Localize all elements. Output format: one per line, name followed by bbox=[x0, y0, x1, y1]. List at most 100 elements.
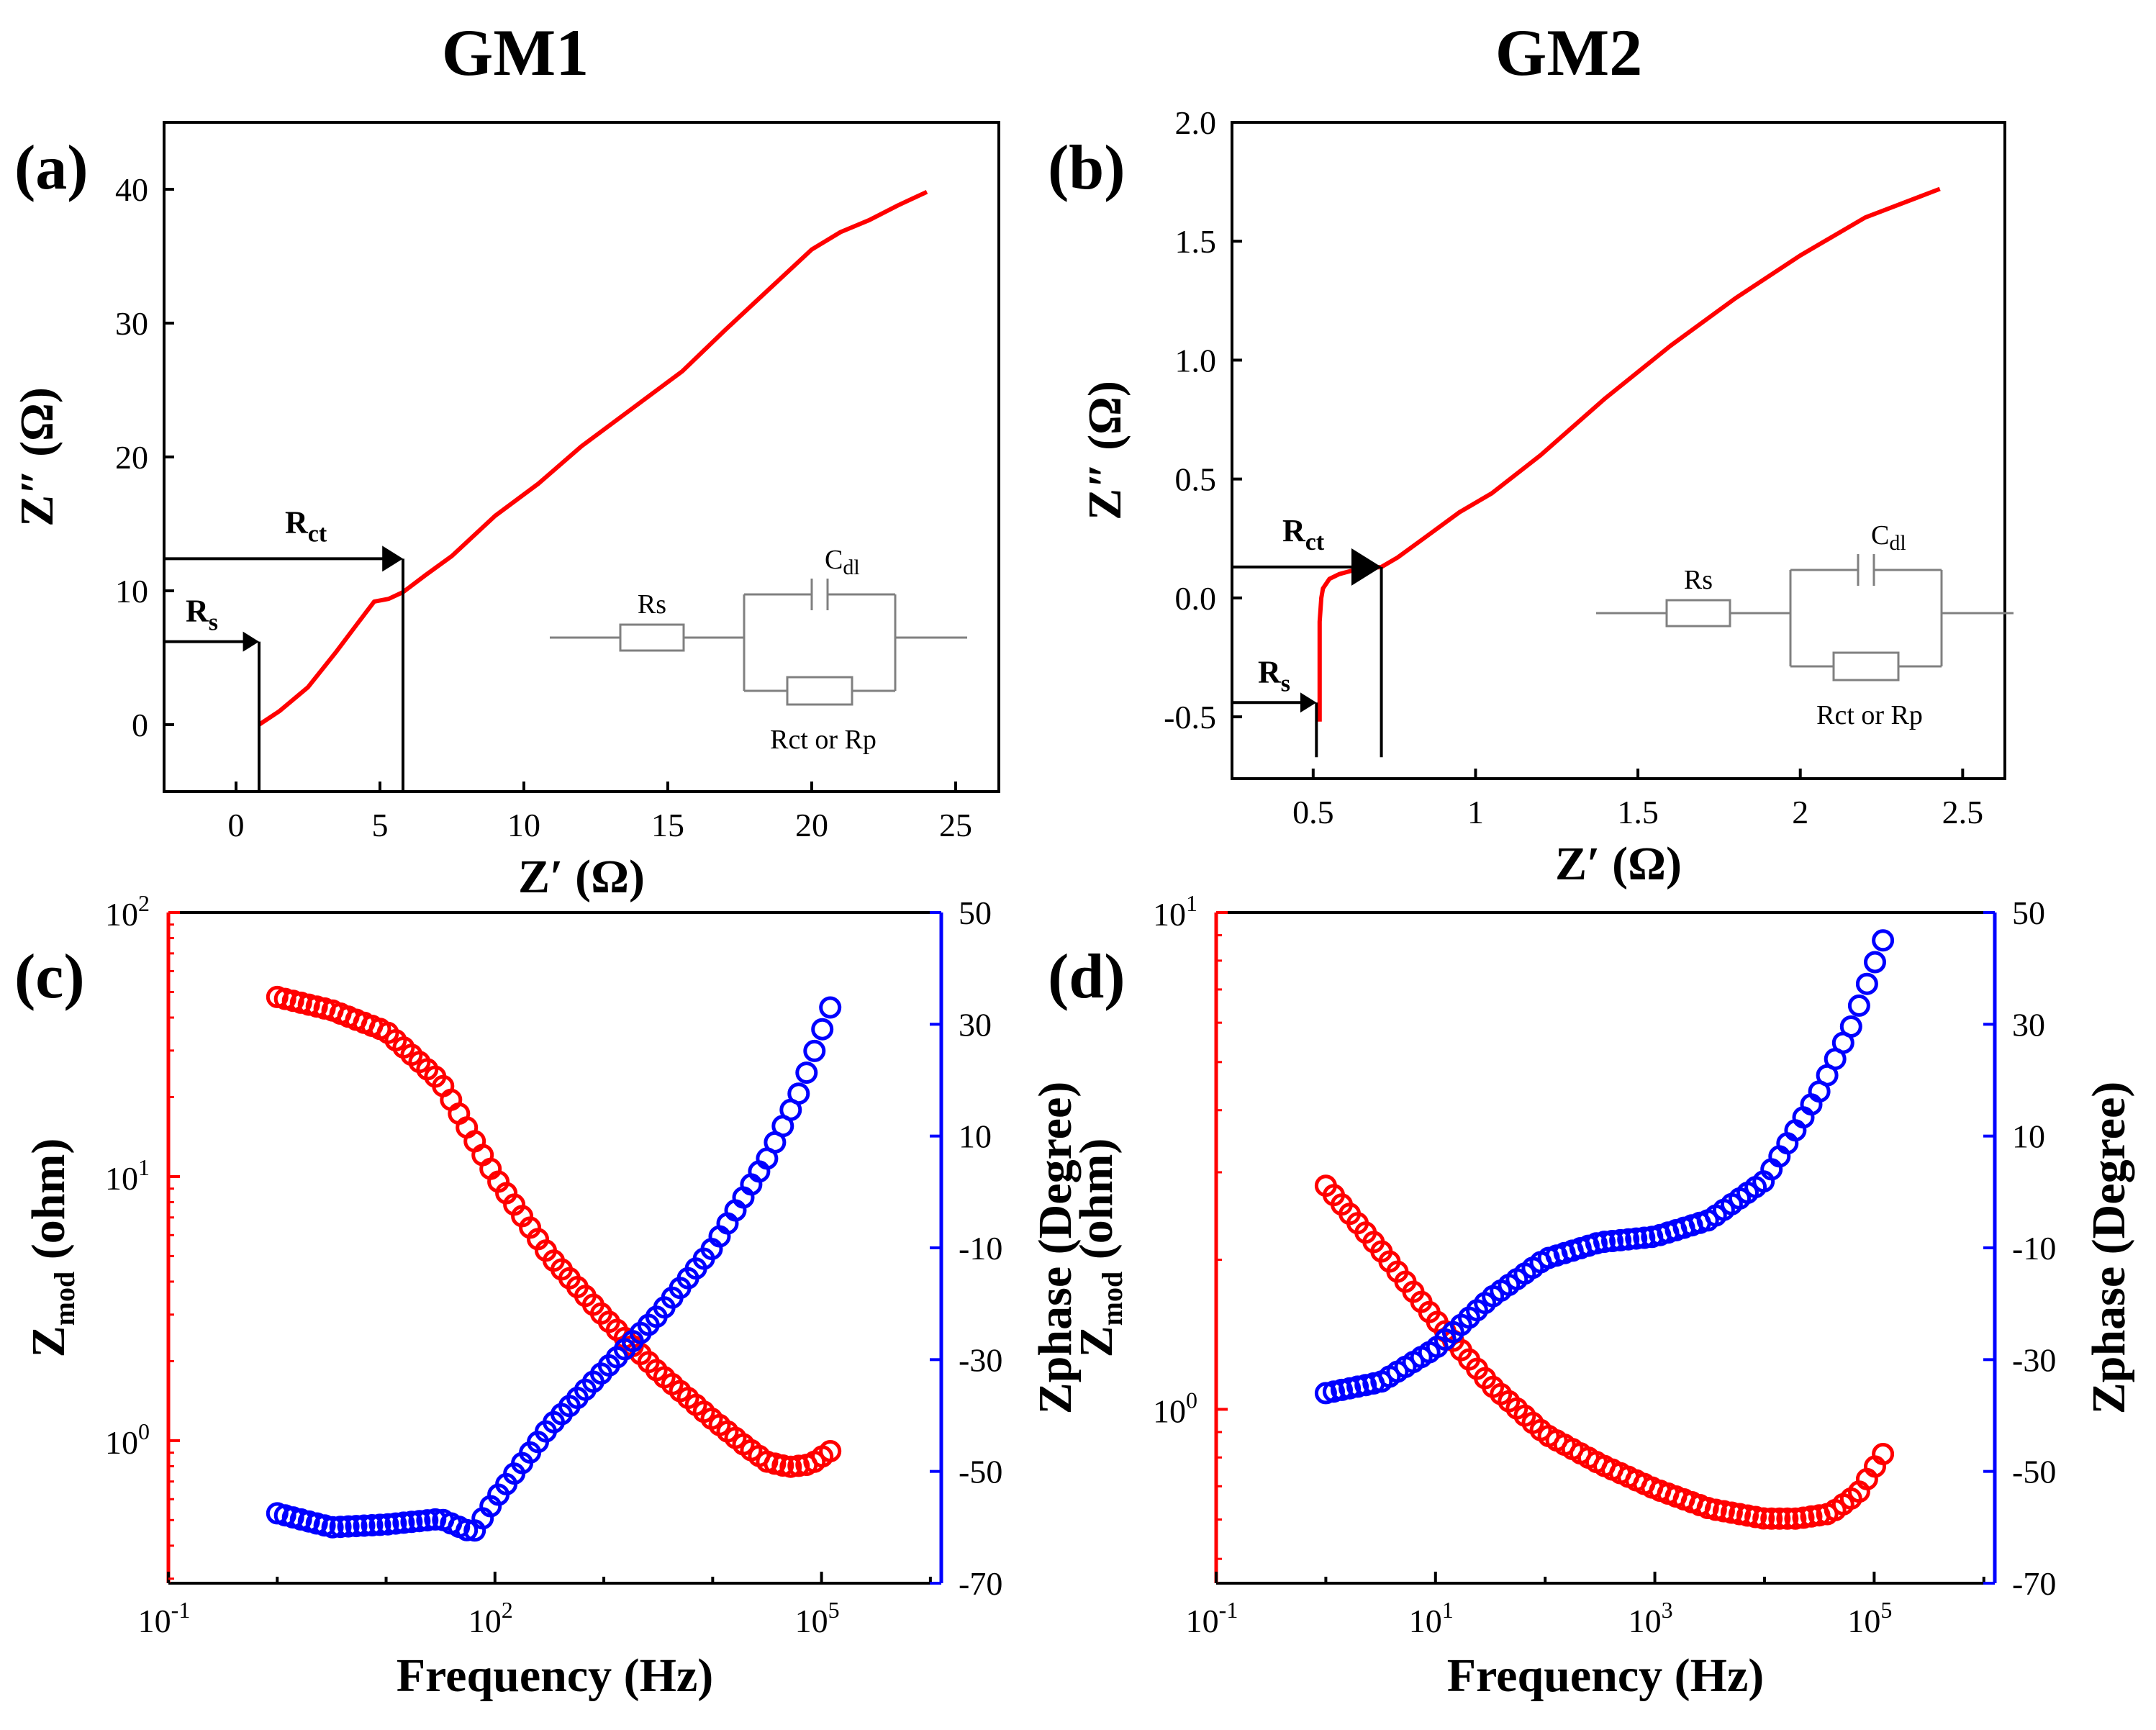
zphase-point bbox=[337, 1515, 360, 1538]
y-right-tick-label: 50 bbox=[959, 895, 992, 931]
zmod-point bbox=[819, 1440, 842, 1462]
zphase-point bbox=[795, 1061, 818, 1084]
panel-label-d: (d) bbox=[1048, 942, 1125, 1012]
zmod-point bbox=[1800, 1505, 1823, 1528]
zmod-point bbox=[1768, 1507, 1791, 1530]
y-right-tick-label: 10 bbox=[2012, 1118, 2045, 1155]
title-gm1: GM1 bbox=[442, 16, 589, 89]
y-right-tick-label: 10 bbox=[959, 1118, 992, 1155]
zphase-point bbox=[803, 1039, 826, 1062]
title-gm2: GM2 bbox=[1495, 16, 1642, 89]
zphase-point bbox=[1601, 1230, 1623, 1252]
y-tick-label: 0 bbox=[132, 707, 148, 743]
y-right-axis-title: Zphase (Degree) bbox=[1029, 1082, 1082, 1415]
zphase-point bbox=[456, 1518, 479, 1541]
y-tick-label: 0.0 bbox=[1175, 580, 1217, 617]
y-right-tick-label: -30 bbox=[959, 1341, 1002, 1378]
x-tick-label: 1 bbox=[1467, 794, 1484, 830]
y-right-tick-label: -70 bbox=[959, 1565, 1002, 1602]
zphase-point bbox=[329, 1516, 352, 1539]
zphase-point bbox=[361, 1514, 384, 1536]
zphase-point bbox=[376, 1513, 399, 1536]
y-axis-title: Z″ (Ω) bbox=[1079, 381, 1131, 520]
y-right-tick-label: 30 bbox=[959, 1006, 992, 1043]
zphase-point bbox=[1847, 994, 1870, 1017]
zphase-point bbox=[1593, 1231, 1616, 1254]
zmod-point bbox=[1752, 1507, 1775, 1530]
plot-frame bbox=[1231, 121, 2006, 780]
circuit-label-rs: Rs bbox=[638, 589, 666, 620]
y-axis-title: Z″ (Ω) bbox=[11, 387, 63, 527]
zmod-point bbox=[1784, 1507, 1807, 1530]
annotation-arrowhead-rs bbox=[243, 631, 259, 652]
x-tick-label: 1.5 bbox=[1617, 794, 1659, 830]
panel-c-bode: 10-1 102 105100101102-70-50-30-10103050Fre… bbox=[22, 890, 1082, 1702]
resistor-rct bbox=[786, 676, 853, 706]
x-tick-label: 5 bbox=[372, 807, 389, 843]
zphase-point bbox=[384, 1512, 407, 1535]
zphase-point bbox=[819, 996, 842, 1019]
zphase-point bbox=[400, 1511, 423, 1534]
x-tick-label: 0.5 bbox=[1292, 794, 1334, 830]
annotation-arrowhead-rs bbox=[1300, 692, 1317, 713]
x-tick-label: 10 bbox=[507, 807, 540, 843]
zmod-point bbox=[1792, 1506, 1815, 1529]
zphase-point bbox=[1872, 929, 1895, 952]
zmod-point bbox=[1872, 1443, 1895, 1465]
x-axis-title: Frequency (Hz) bbox=[1447, 1649, 1765, 1702]
zmod-point bbox=[1776, 1507, 1799, 1530]
y-right-tick-label: 30 bbox=[2012, 1006, 2045, 1043]
y-right-tick-label: -70 bbox=[2012, 1565, 2056, 1602]
circuit-label-rs: Rs bbox=[1684, 565, 1713, 595]
zphase-point bbox=[1609, 1228, 1632, 1251]
x-axis-title: Frequency (Hz) bbox=[397, 1649, 714, 1702]
x-axis-title: Z′ (Ω) bbox=[1555, 838, 1682, 890]
y-tick-label: 0.5 bbox=[1175, 461, 1217, 498]
y-right-axis-title: Zphase (Degree) bbox=[2083, 1082, 2135, 1415]
zmod-point bbox=[779, 1455, 802, 1478]
y-tick-label: -0.5 bbox=[1164, 699, 1216, 735]
zmod-point bbox=[1736, 1504, 1759, 1527]
annotation-arrowhead-rct bbox=[382, 545, 403, 572]
x-tick-label: 15 bbox=[651, 807, 684, 843]
zphase-point bbox=[1625, 1227, 1648, 1250]
y-right-tick-label: -10 bbox=[959, 1230, 1002, 1267]
y-tick-label: 1.0 bbox=[1175, 342, 1217, 379]
y-tick-label: 10 bbox=[115, 573, 148, 610]
zphase-point bbox=[1839, 1015, 1862, 1038]
nyquist-series-line bbox=[258, 189, 928, 727]
panel-label-a: (a) bbox=[14, 133, 89, 203]
zphase-point bbox=[1855, 972, 1878, 995]
y-tick-label: 40 bbox=[115, 171, 148, 208]
y-tick-label: 30 bbox=[115, 305, 148, 342]
x-axis-title: Z′ (Ω) bbox=[518, 851, 645, 903]
zmod-point bbox=[1720, 1501, 1743, 1524]
zphase-point bbox=[1617, 1228, 1640, 1251]
y-tick-label: 1.5 bbox=[1175, 223, 1217, 260]
x-tick-label: 25 bbox=[939, 807, 972, 843]
zmod-point bbox=[1712, 1500, 1735, 1523]
nyquist-series-line bbox=[1317, 186, 1941, 722]
zphase-point bbox=[345, 1515, 368, 1538]
zmod-point bbox=[771, 1454, 794, 1477]
circuit-label-rct-or-rp: Rct or Rp bbox=[1816, 700, 1923, 730]
circuit-label-rct-or-rp: Rct or Rp bbox=[770, 725, 877, 755]
x-tick-label: 2.5 bbox=[1942, 794, 1984, 830]
zmod-point bbox=[1760, 1507, 1783, 1530]
y-tick-label: 20 bbox=[115, 439, 148, 476]
zphase-point bbox=[1633, 1226, 1656, 1249]
resistor-rs bbox=[619, 623, 685, 652]
x-tick-label: 0 bbox=[228, 807, 245, 843]
zphase-point bbox=[811, 1018, 834, 1041]
x-tick-label: 101 bbox=[1409, 1597, 1454, 1639]
zphase-point bbox=[1864, 951, 1886, 974]
panel-label-c: (c) bbox=[14, 942, 85, 1012]
zphase-point bbox=[353, 1514, 376, 1537]
y-right-tick-label: -10 bbox=[2012, 1230, 2056, 1267]
zphase-point bbox=[408, 1510, 431, 1533]
resistor-rs bbox=[1665, 599, 1731, 628]
y-right-tick-label: -50 bbox=[959, 1454, 1002, 1490]
